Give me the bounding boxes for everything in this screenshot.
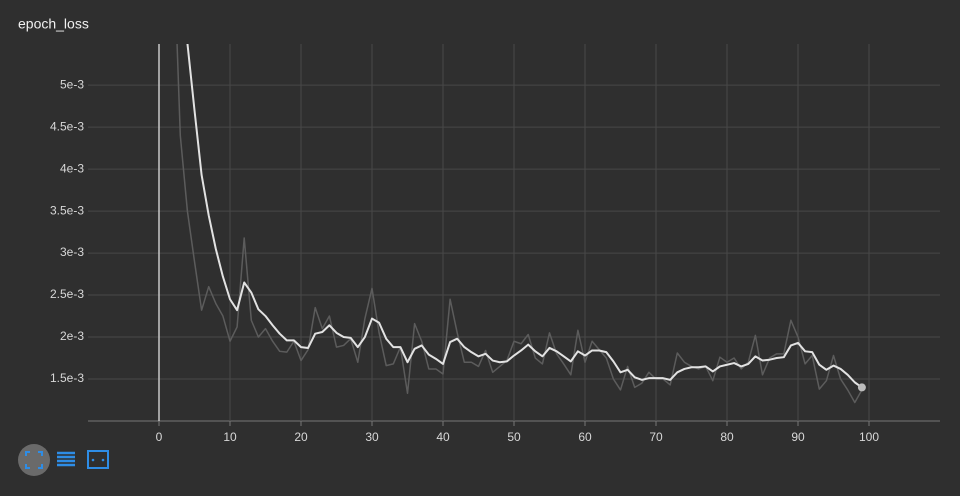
y-tick-label: 5e-3 — [60, 77, 84, 91]
series-line — [176, 44, 863, 404]
x-tick-label: 40 — [436, 430, 450, 444]
y-tick-label: 3.5e-3 — [50, 203, 84, 217]
y-tick-label: 4e-3 — [60, 161, 84, 175]
x-tick-label: 0 — [156, 430, 163, 444]
x-tick-label: 10 — [223, 430, 237, 444]
series-line — [186, 44, 863, 389]
end-point — [857, 383, 866, 392]
x-tick-label: 70 — [649, 430, 663, 444]
y-tick-label: 2.5e-3 — [50, 287, 84, 301]
x-tick-label: 50 — [507, 430, 521, 444]
y-tick-label: 4.5e-3 — [50, 119, 84, 133]
y-tick-label: 1.5e-3 — [50, 371, 84, 385]
data-selection-button[interactable] — [87, 450, 109, 469]
x-tick-label: 30 — [365, 430, 379, 444]
chart-title: epoch_loss — [18, 16, 89, 32]
x-tick-label: 100 — [859, 430, 879, 444]
y-tick-label: 2e-3 — [60, 329, 84, 343]
x-tick-label: 80 — [720, 430, 734, 444]
fit-domain-button[interactable] — [18, 444, 50, 476]
x-tick-label: 60 — [578, 430, 592, 444]
log-scale-button[interactable] — [57, 451, 75, 467]
y-tick-label: 3e-3 — [60, 245, 84, 259]
x-tick-label: 90 — [791, 430, 805, 444]
plot-area — [176, 44, 863, 404]
x-tick-label: 20 — [294, 430, 308, 444]
